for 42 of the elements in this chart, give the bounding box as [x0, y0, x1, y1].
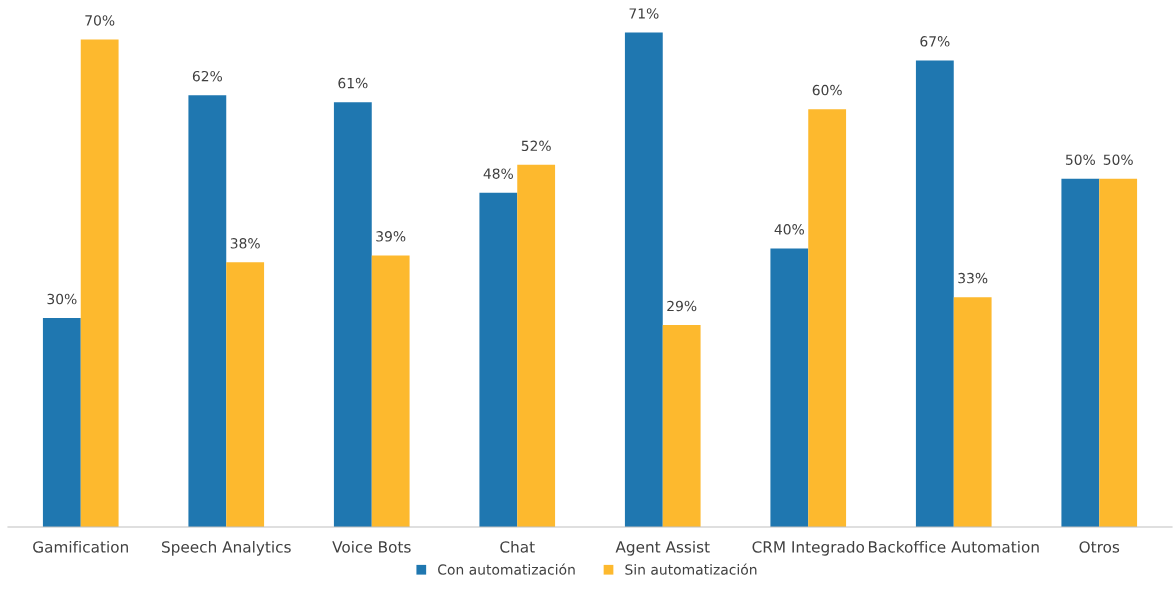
data-label: 48%: [483, 168, 513, 179]
data-label: 70%: [85, 15, 115, 26]
bar: [188, 95, 227, 527]
data-label: 39%: [376, 231, 406, 242]
data-label: 62%: [192, 70, 222, 82]
x-tick-label: Gamification: [33, 540, 128, 553]
data-label: 60%: [812, 84, 842, 96]
x-tick-label: CRM Integrado: [752, 540, 865, 556]
bar: [333, 102, 372, 527]
bar: [624, 32, 663, 527]
data-label: 71%: [629, 8, 659, 19]
legend-label: Con automatización: [438, 563, 575, 575]
data-label: 67%: [920, 36, 950, 47]
data-label: 38%: [230, 238, 260, 249]
bar: [1099, 178, 1138, 527]
bar: [80, 39, 119, 527]
bar: [808, 109, 847, 527]
x-tick-label: Agent Assist: [615, 540, 710, 556]
bar: [226, 262, 265, 527]
bar: [371, 255, 410, 527]
x-tick-label: Chat: [500, 540, 535, 553]
data-label: 50%: [1065, 154, 1095, 165]
bar: [953, 297, 992, 527]
bar: [517, 164, 556, 527]
data-label: 30%: [47, 293, 77, 305]
bar: [662, 325, 701, 527]
data-label: 50%: [1103, 154, 1133, 165]
bar: [915, 60, 954, 527]
data-label: 61%: [338, 77, 368, 89]
bar: [770, 248, 809, 527]
data-label: 52%: [521, 140, 551, 152]
data-label: 29%: [667, 300, 697, 312]
data-label: 33%: [958, 272, 988, 284]
bar: [1061, 178, 1100, 527]
x-tick-label: Speech Analytics: [162, 540, 291, 556]
data-label: 40%: [774, 224, 804, 235]
x-tick-label: Otros: [1079, 541, 1120, 553]
legend-label: Sin automatización: [625, 563, 757, 575]
x-tick-label: Backoffice Automation: [868, 540, 1039, 553]
x-tick-label: Voice Bots: [332, 540, 411, 553]
bar: [479, 192, 518, 527]
bar: [42, 318, 81, 527]
